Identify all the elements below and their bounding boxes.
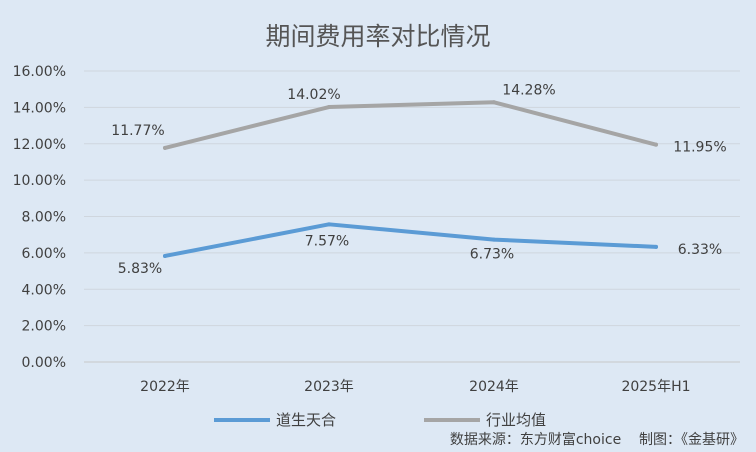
legend: 道生天合 行业均值 xyxy=(214,411,546,429)
series-line-1 xyxy=(163,222,658,258)
data-label: 6.73% xyxy=(470,247,514,263)
y-tick-label: 16.00% xyxy=(13,64,66,80)
series-lines xyxy=(163,100,658,258)
series-line-2 xyxy=(163,100,658,150)
x-axis-ticks: 2022年 2023年 2024年 2025年H1 xyxy=(140,379,690,395)
data-label: 7.57% xyxy=(305,233,349,249)
data-label: 14.02% xyxy=(287,87,340,103)
y-tick-label: 14.00% xyxy=(13,100,66,116)
y-tick-label: 4.00% xyxy=(22,282,66,298)
data-point xyxy=(163,145,167,150)
data-point xyxy=(163,253,167,258)
legend-label-series-1: 道生天合 xyxy=(276,411,336,429)
data-point xyxy=(327,222,331,227)
data-label: 5.83% xyxy=(118,261,162,277)
data-point xyxy=(654,244,658,249)
x-tick-label: 2023年 xyxy=(304,379,354,395)
y-tick-label: 6.00% xyxy=(22,246,66,262)
legend-label-series-2: 行业均值 xyxy=(486,411,546,429)
data-labels: 5.83% 7.57% 6.73% 6.33% 11.77% 14.02% 14.28% 11… xyxy=(111,82,726,277)
data-label: 6.33% xyxy=(678,242,722,258)
data-label: 11.95% xyxy=(673,140,726,156)
data-label: 14.28% xyxy=(502,82,555,98)
source-note: 数据来源：东方财富choice 制图：《金基研》 xyxy=(450,431,744,448)
y-tick-label: 12.00% xyxy=(13,137,66,153)
data-point xyxy=(654,142,658,147)
y-axis-ticks: 0.00% 2.00% 4.00% 6.00% 8.00% 10.00% 12.00% 14.… xyxy=(13,64,66,371)
data-point xyxy=(492,100,496,105)
gridlines xyxy=(84,70,740,363)
x-tick-label: 2025年H1 xyxy=(621,379,690,395)
data-point xyxy=(492,237,496,242)
data-label: 11.77% xyxy=(111,123,164,139)
y-tick-label: 2.00% xyxy=(22,319,66,335)
y-tick-label: 10.00% xyxy=(13,173,66,189)
chart-title: 期间费用率对比情况 xyxy=(265,22,490,51)
y-tick-label: 8.00% xyxy=(22,210,66,226)
y-tick-label: 0.00% xyxy=(22,355,66,371)
x-tick-label: 2024年 xyxy=(469,379,519,395)
x-tick-label: 2022年 xyxy=(140,379,190,395)
data-point xyxy=(327,105,331,110)
